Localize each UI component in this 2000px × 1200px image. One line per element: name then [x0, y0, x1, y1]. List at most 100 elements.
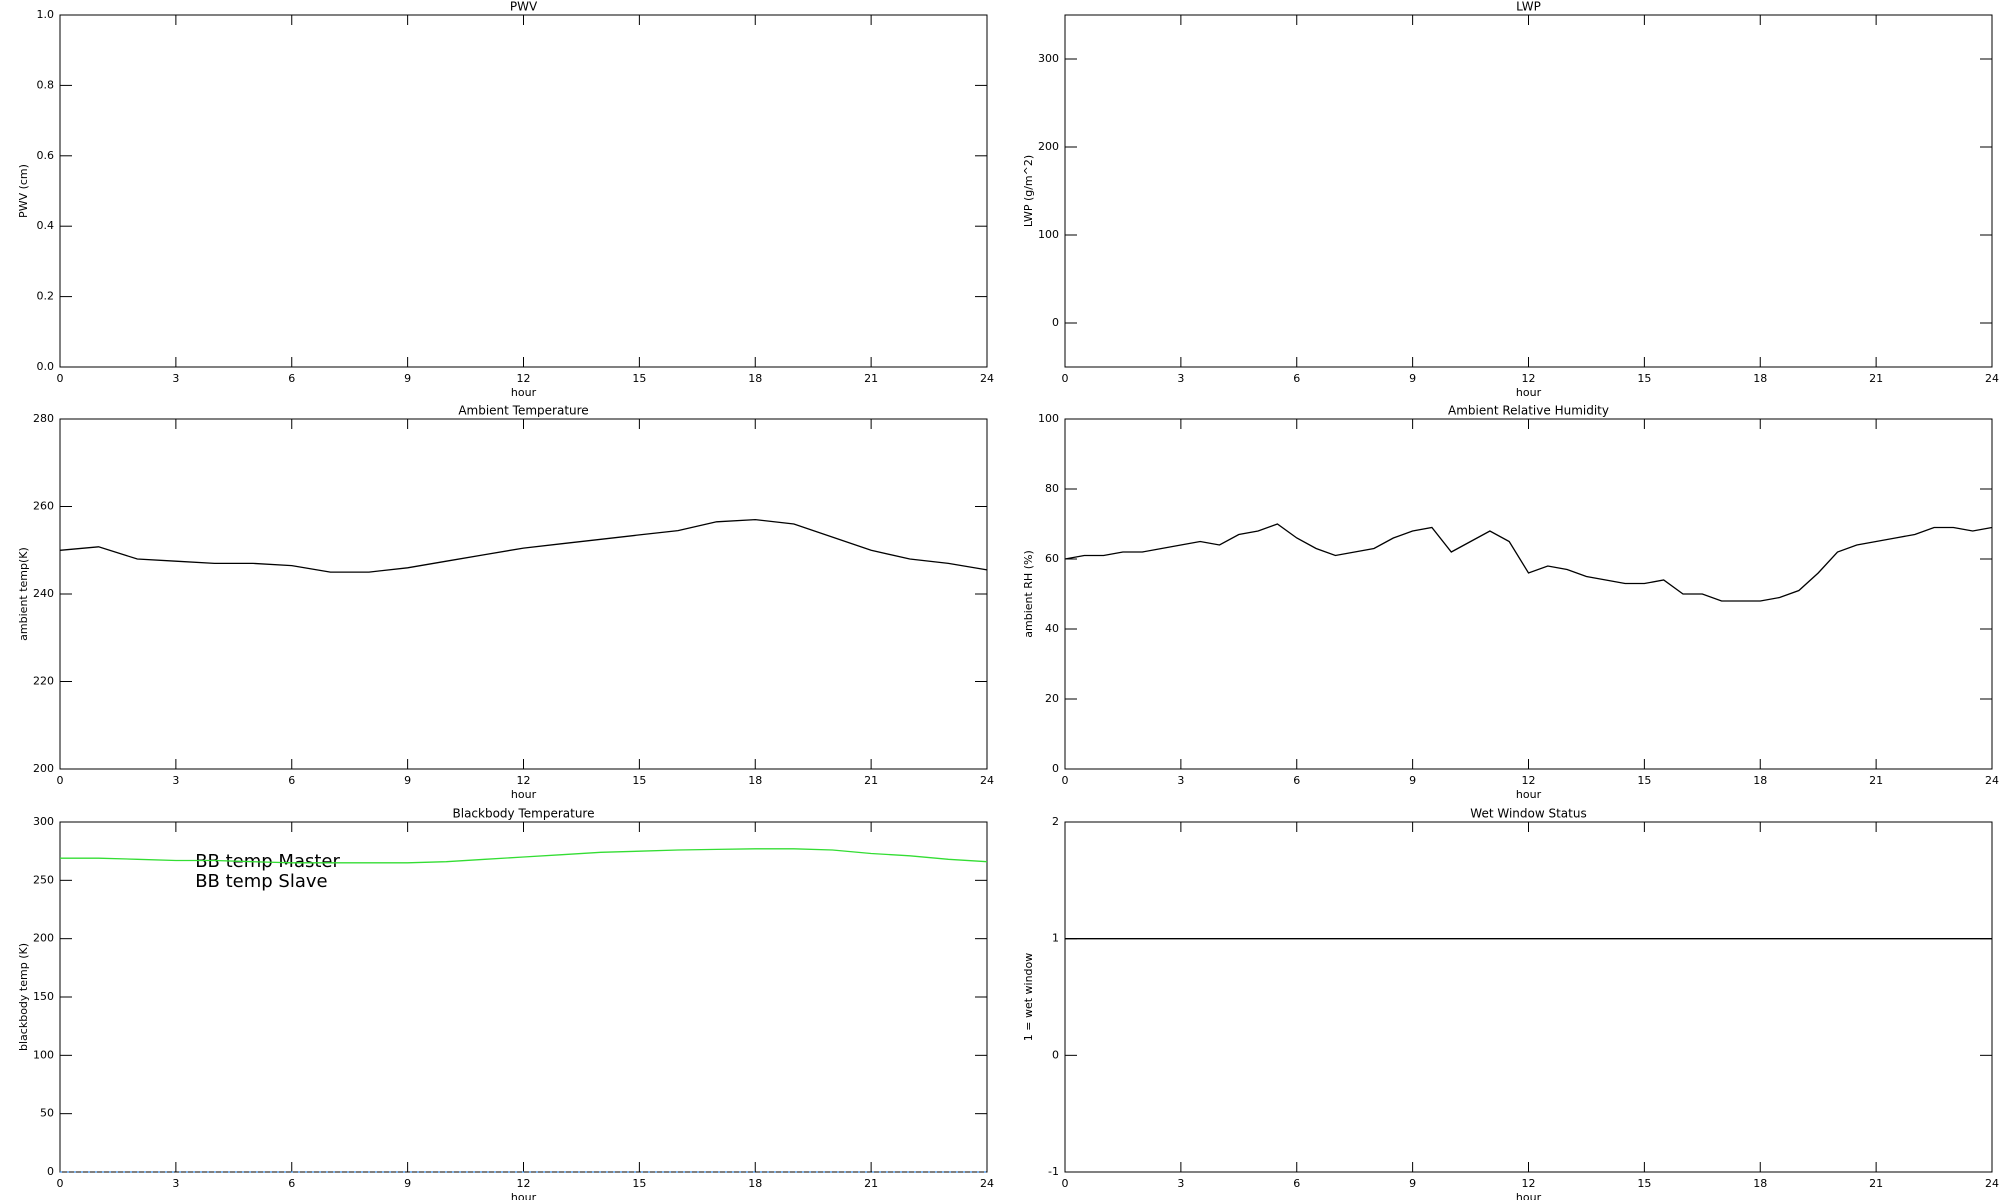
x-tick-label: 6: [1293, 372, 1300, 385]
x-tick-label: 9: [404, 774, 411, 787]
x-tick-label: 0: [57, 1177, 64, 1190]
x-tick-label: 0: [1062, 1177, 1069, 1190]
x-tick-label: 9: [1409, 774, 1416, 787]
y-tick-label: 100: [1038, 228, 1059, 241]
y-tick-label: 0: [1052, 762, 1059, 775]
x-tick-label: 18: [1753, 1177, 1767, 1190]
y-tick-label: 60: [1045, 552, 1059, 565]
y-axis-label: ambient RH (%): [1022, 550, 1035, 638]
x-tick-label: 3: [172, 372, 179, 385]
y-tick-label: 40: [1045, 622, 1059, 635]
y-tick-label: 0: [1052, 1048, 1059, 1061]
x-tick-label: 21: [864, 372, 878, 385]
plot-frame: [59, 14, 988, 368]
x-tick-label: 3: [1177, 774, 1184, 787]
x-tick-label: 6: [288, 372, 295, 385]
x-tick-label: 6: [1293, 1177, 1300, 1190]
x-tick-label: 12: [1522, 1177, 1536, 1190]
chart-title: Ambient Temperature: [458, 404, 588, 418]
y-tick-label: 0.0: [37, 360, 55, 373]
y-tick-label: 0.8: [37, 78, 55, 91]
x-tick-label: 21: [864, 774, 878, 787]
x-tick-label: 24: [980, 774, 994, 787]
x-tick-label: 18: [748, 1177, 762, 1190]
x-tick-label: 15: [632, 372, 646, 385]
x-tick-label: 0: [57, 774, 64, 787]
x-tick-label: 15: [632, 774, 646, 787]
x-tick-label: 0: [57, 372, 64, 385]
x-tick-label: 0: [1062, 774, 1069, 787]
x-axis-label: hour: [1516, 788, 1542, 801]
y-tick-label: 100: [33, 1048, 54, 1061]
x-tick-label: 18: [748, 372, 762, 385]
x-tick-label: 24: [1985, 1177, 1999, 1190]
x-tick-label: 24: [1985, 372, 1999, 385]
plot-frame: [1064, 821, 1993, 1173]
x-tick-label: 12: [517, 1177, 531, 1190]
y-axis-label: 1 = wet window: [1022, 953, 1035, 1042]
y-tick-label: -1: [1048, 1165, 1059, 1178]
x-tick-label: 9: [404, 372, 411, 385]
x-tick-label: 3: [1177, 372, 1184, 385]
plot-frame: [1064, 14, 1993, 368]
x-tick-label: 15: [1637, 774, 1651, 787]
x-tick-label: 24: [980, 372, 994, 385]
y-tick-label: 300: [1038, 52, 1059, 65]
legend-entry: BB temp Slave: [195, 871, 327, 892]
y-tick-label: 150: [33, 990, 54, 1003]
data-line: [59, 518, 988, 573]
x-tick-label: 9: [404, 1177, 411, 1190]
x-tick-label: 21: [1869, 372, 1883, 385]
x-tick-label: 3: [172, 774, 179, 787]
chart-title: Wet Window Status: [1470, 807, 1586, 821]
x-axis-label: hour: [1516, 386, 1542, 399]
x-axis-label: hour: [511, 788, 537, 801]
y-tick-label: 50: [40, 1107, 54, 1120]
plot-frame: [59, 418, 988, 770]
y-tick-label: 100: [1038, 412, 1059, 425]
x-tick-label: 12: [1522, 372, 1536, 385]
y-tick-label: 240: [33, 587, 54, 600]
y-tick-label: 300: [33, 815, 54, 828]
chart-title: Ambient Relative Humidity: [1448, 404, 1609, 418]
data-line: [1064, 523, 1993, 602]
y-tick-label: 220: [33, 675, 54, 688]
y-tick-label: 2: [1052, 815, 1059, 828]
y-tick-label: 0.4: [37, 219, 55, 232]
y-tick-label: 1: [1052, 932, 1059, 945]
x-tick-label: 6: [288, 1177, 295, 1190]
chart-title: LWP: [1516, 0, 1541, 14]
y-tick-label: 0.6: [37, 149, 55, 162]
x-tick-label: 24: [980, 1177, 994, 1190]
x-axis-label: hour: [1516, 1191, 1542, 1200]
y-tick-label: 0: [1052, 316, 1059, 329]
y-tick-label: 200: [33, 932, 54, 945]
y-tick-label: 80: [1045, 482, 1059, 495]
chart-title: PWV: [510, 0, 538, 14]
x-tick-label: 6: [288, 774, 295, 787]
plot-frame: [1064, 418, 1993, 770]
x-tick-label: 0: [1062, 372, 1069, 385]
x-tick-label: 15: [632, 1177, 646, 1190]
x-tick-label: 9: [1409, 1177, 1416, 1190]
y-tick-label: 280: [33, 412, 54, 425]
x-tick-label: 3: [1177, 1177, 1184, 1190]
x-tick-label: 12: [517, 372, 531, 385]
chart-title: Blackbody Temperature: [453, 807, 595, 821]
x-axis-label: hour: [511, 386, 537, 399]
x-tick-label: 21: [864, 1177, 878, 1190]
y-axis-label: blackbody temp (K): [17, 943, 30, 1051]
y-tick-label: 0.2: [37, 290, 55, 303]
x-tick-label: 9: [1409, 372, 1416, 385]
y-tick-label: 1.0: [37, 8, 55, 21]
x-tick-label: 3: [172, 1177, 179, 1190]
y-axis-label: LWP (g/m^2): [1022, 155, 1035, 227]
y-axis-label: PWV (cm): [17, 164, 30, 218]
x-tick-label: 24: [1985, 774, 1999, 787]
x-tick-label: 21: [1869, 774, 1883, 787]
x-tick-label: 12: [1522, 774, 1536, 787]
y-tick-label: 200: [33, 762, 54, 775]
y-tick-label: 260: [33, 500, 54, 513]
